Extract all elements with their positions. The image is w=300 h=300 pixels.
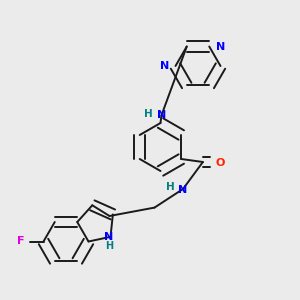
Text: N: N <box>216 41 225 52</box>
Text: O: O <box>216 158 225 168</box>
Text: H: H <box>105 241 113 251</box>
Text: N: N <box>157 110 166 121</box>
Text: H: H <box>166 182 175 193</box>
Text: N: N <box>160 61 169 71</box>
Text: N: N <box>104 232 114 242</box>
Text: H: H <box>144 109 153 119</box>
Text: F: F <box>17 236 25 247</box>
Text: N: N <box>178 184 187 195</box>
